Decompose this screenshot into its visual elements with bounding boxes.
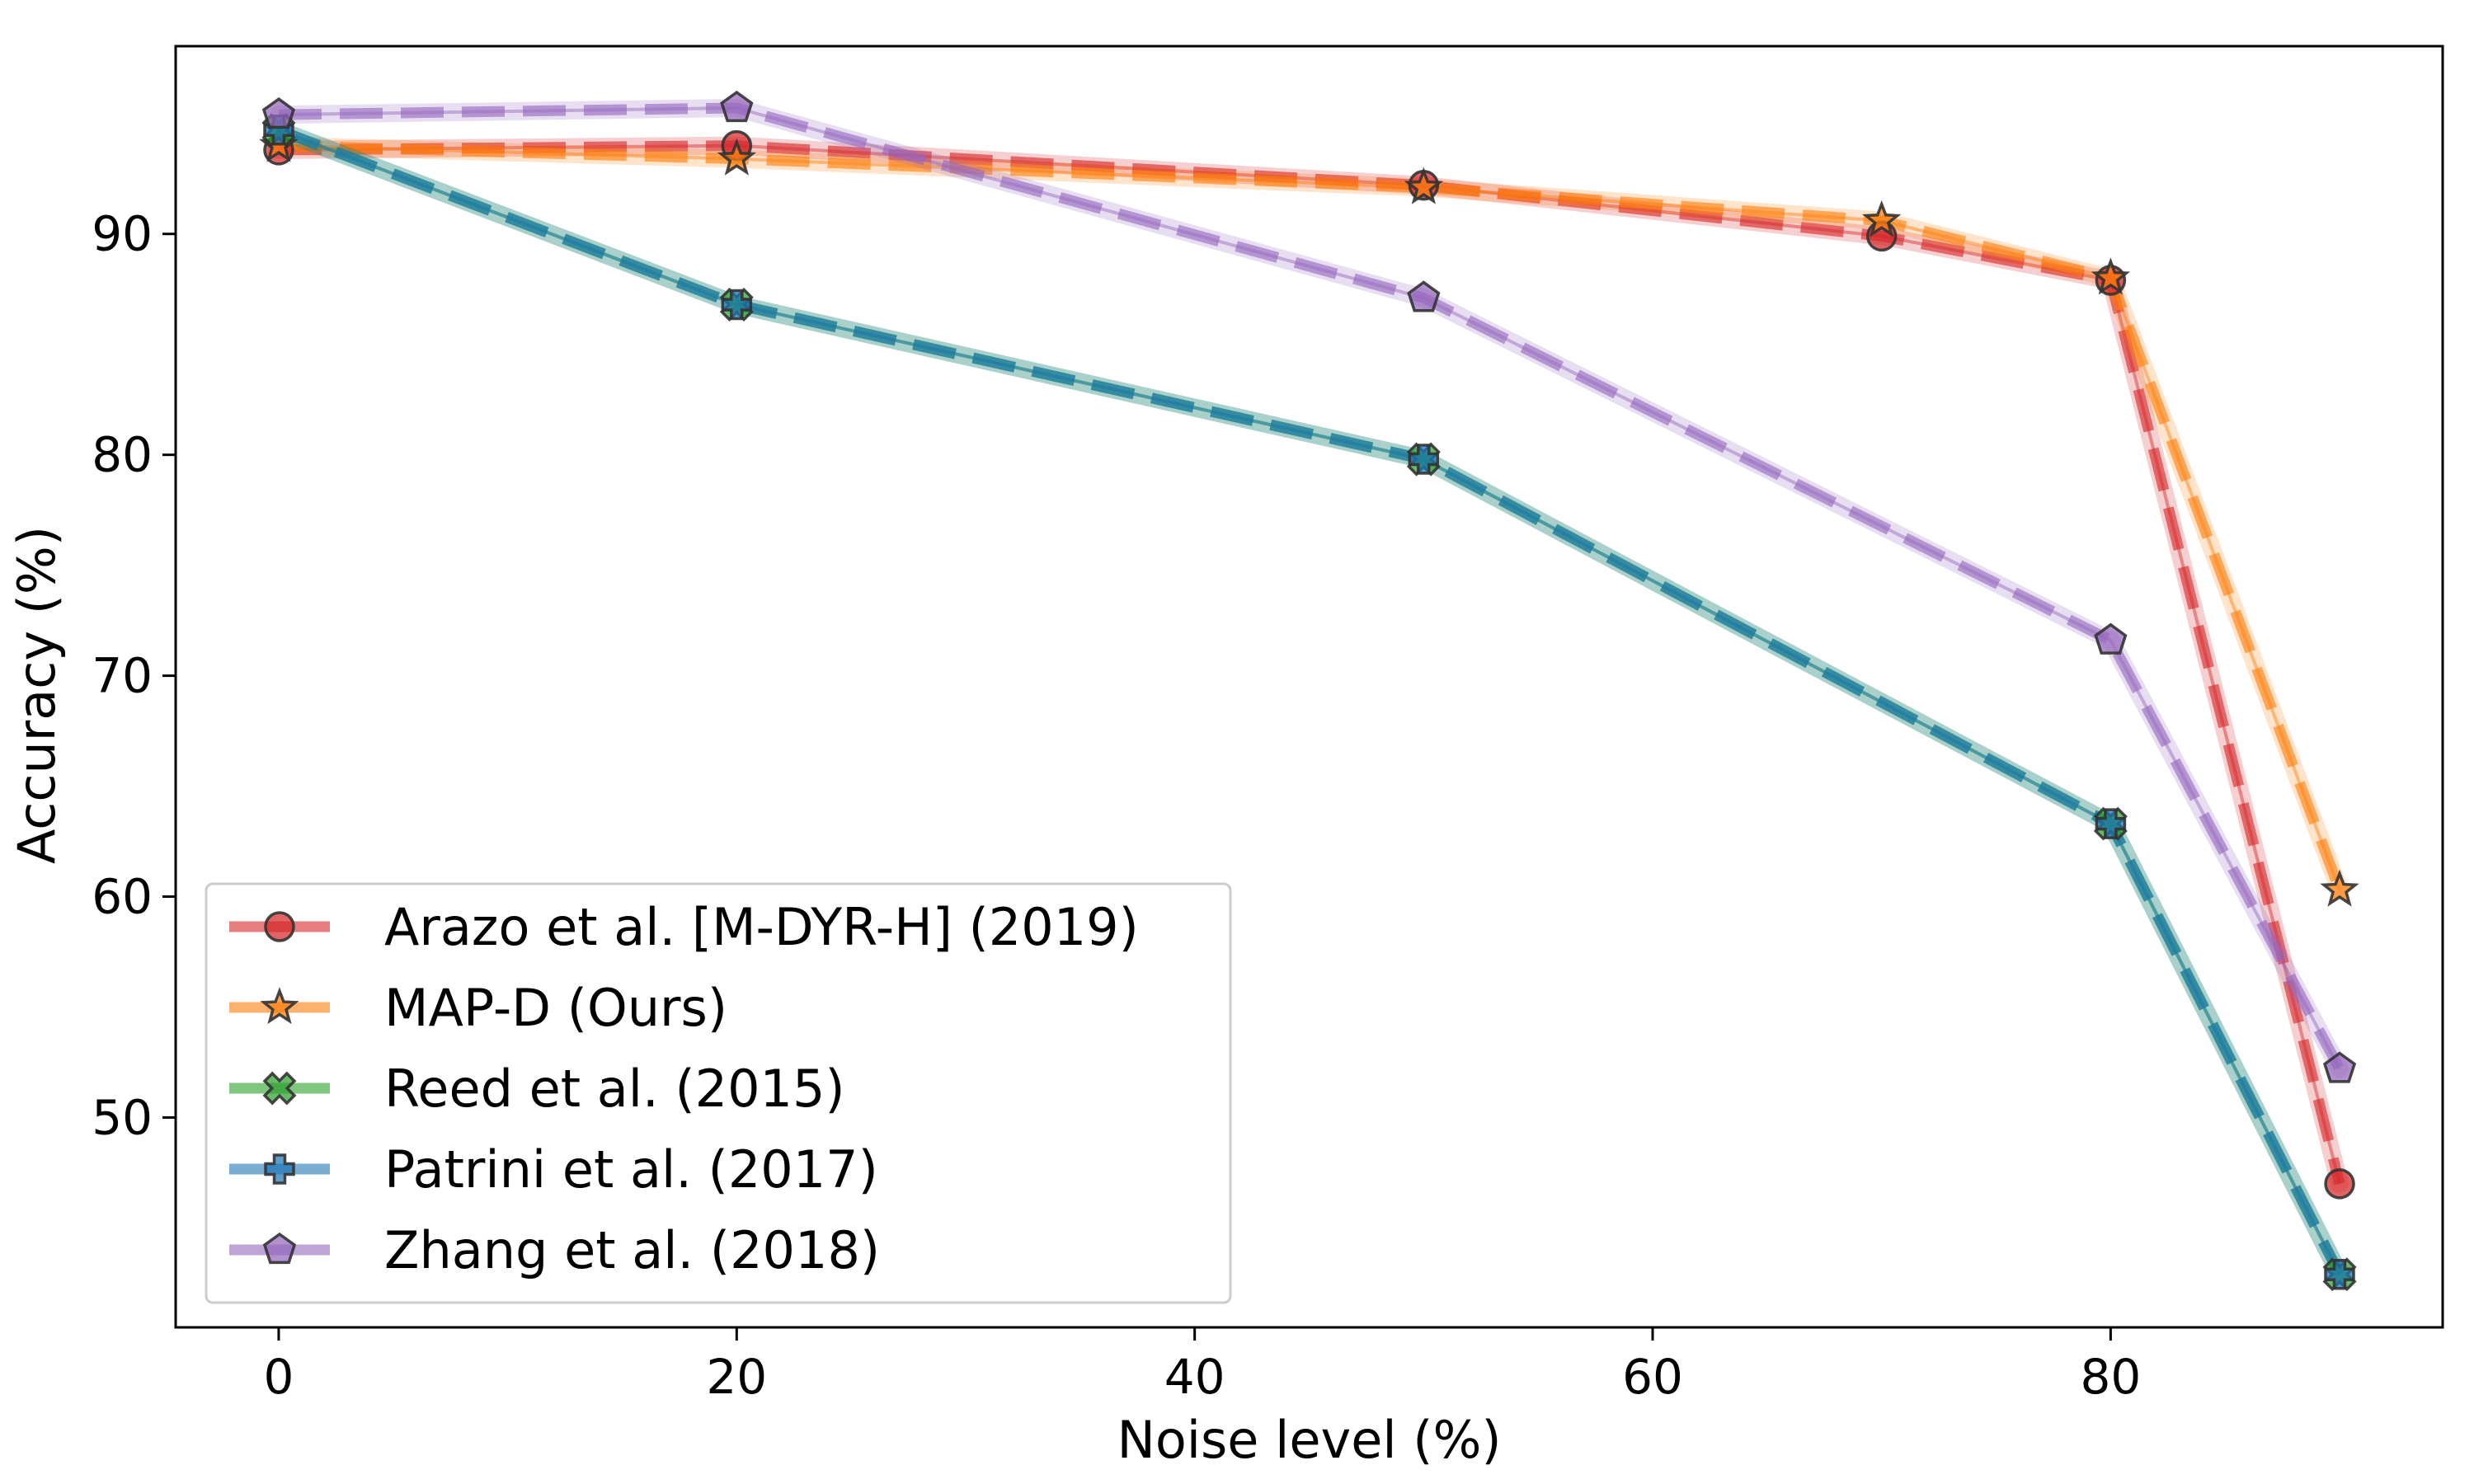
data-point [1862,200,1902,237]
series-map-d-ours [270,136,2349,899]
series-line-dashed [278,140,2345,892]
legend-marker [264,911,295,942]
data-point [717,138,756,176]
legend-marker [262,1232,297,1265]
legend-label: Patrini et al. (2017) [384,1139,878,1200]
x-tick-label: 20 [706,1349,767,1405]
y-axis-label: Accuracy (%) [7,526,67,864]
data-point [720,90,754,123]
legend-entry: Reed et al. (2015) [229,1059,845,1119]
y-tick-label: 70 [92,648,153,704]
data-point [1404,167,1444,204]
legend-label: Zhang et al. (2018) [384,1220,880,1280]
axis-ticks: 0 20 40 60 80 50 60 70 80 90 [92,206,2141,1405]
legend-marker [260,987,299,1025]
legend-entry: MAP-D (Ours) [229,978,727,1038]
data-point [2324,1258,2355,1290]
y-tick-label: 50 [92,1089,153,1145]
y-tick-label: 90 [92,206,153,262]
markers-zhang-et-al-2018 [261,90,2357,1083]
data-point [1408,444,1440,475]
legend: Arazo et al. [M-DYR-H] (2019) MAP-D (Ours… [205,882,1232,1304]
x-tick-label: 60 [1622,1349,1683,1405]
legend-label: Reed et al. (2015) [384,1059,845,1119]
x-tick-label: 80 [2080,1349,2141,1405]
legend-marker [262,1071,297,1106]
plot-area-frame [174,45,2444,1329]
data-point [1407,280,1441,312]
data-point [2094,622,2128,655]
x-axis-label: Noise level (%) [1117,1410,1501,1470]
legend-label: MAP-D (Ours) [384,978,727,1038]
data-point [2095,808,2127,839]
data-point [261,96,296,129]
legend-entry: Patrini et al. (2017) [229,1139,878,1200]
x-tick-label: 40 [1164,1349,1225,1405]
data-point [2091,257,2131,295]
y-tick-label: 80 [92,427,153,483]
legend-entry: Zhang et al. (2018) [229,1220,880,1280]
data-point [721,289,753,321]
y-tick-label: 60 [92,869,153,925]
data-point [2320,869,2359,907]
legend-label: Arazo et al. [M-DYR-H] (2019) [384,897,1139,957]
data-point [2324,1168,2355,1200]
legend-box [205,882,1232,1304]
series-line-dashed [278,140,2345,1186]
series-arazo-et-al-m-dyr-h-2019 [270,136,2349,1193]
legend-entry: Arazo et al. [M-DYR-H] (2019) [229,897,1139,957]
legend-marker [264,1153,295,1185]
series-layer [259,90,2359,1292]
markers-patrini-et-al-2017 [263,115,2355,1290]
x-tick-label: 0 [264,1349,294,1405]
data-point [2322,1051,2357,1083]
